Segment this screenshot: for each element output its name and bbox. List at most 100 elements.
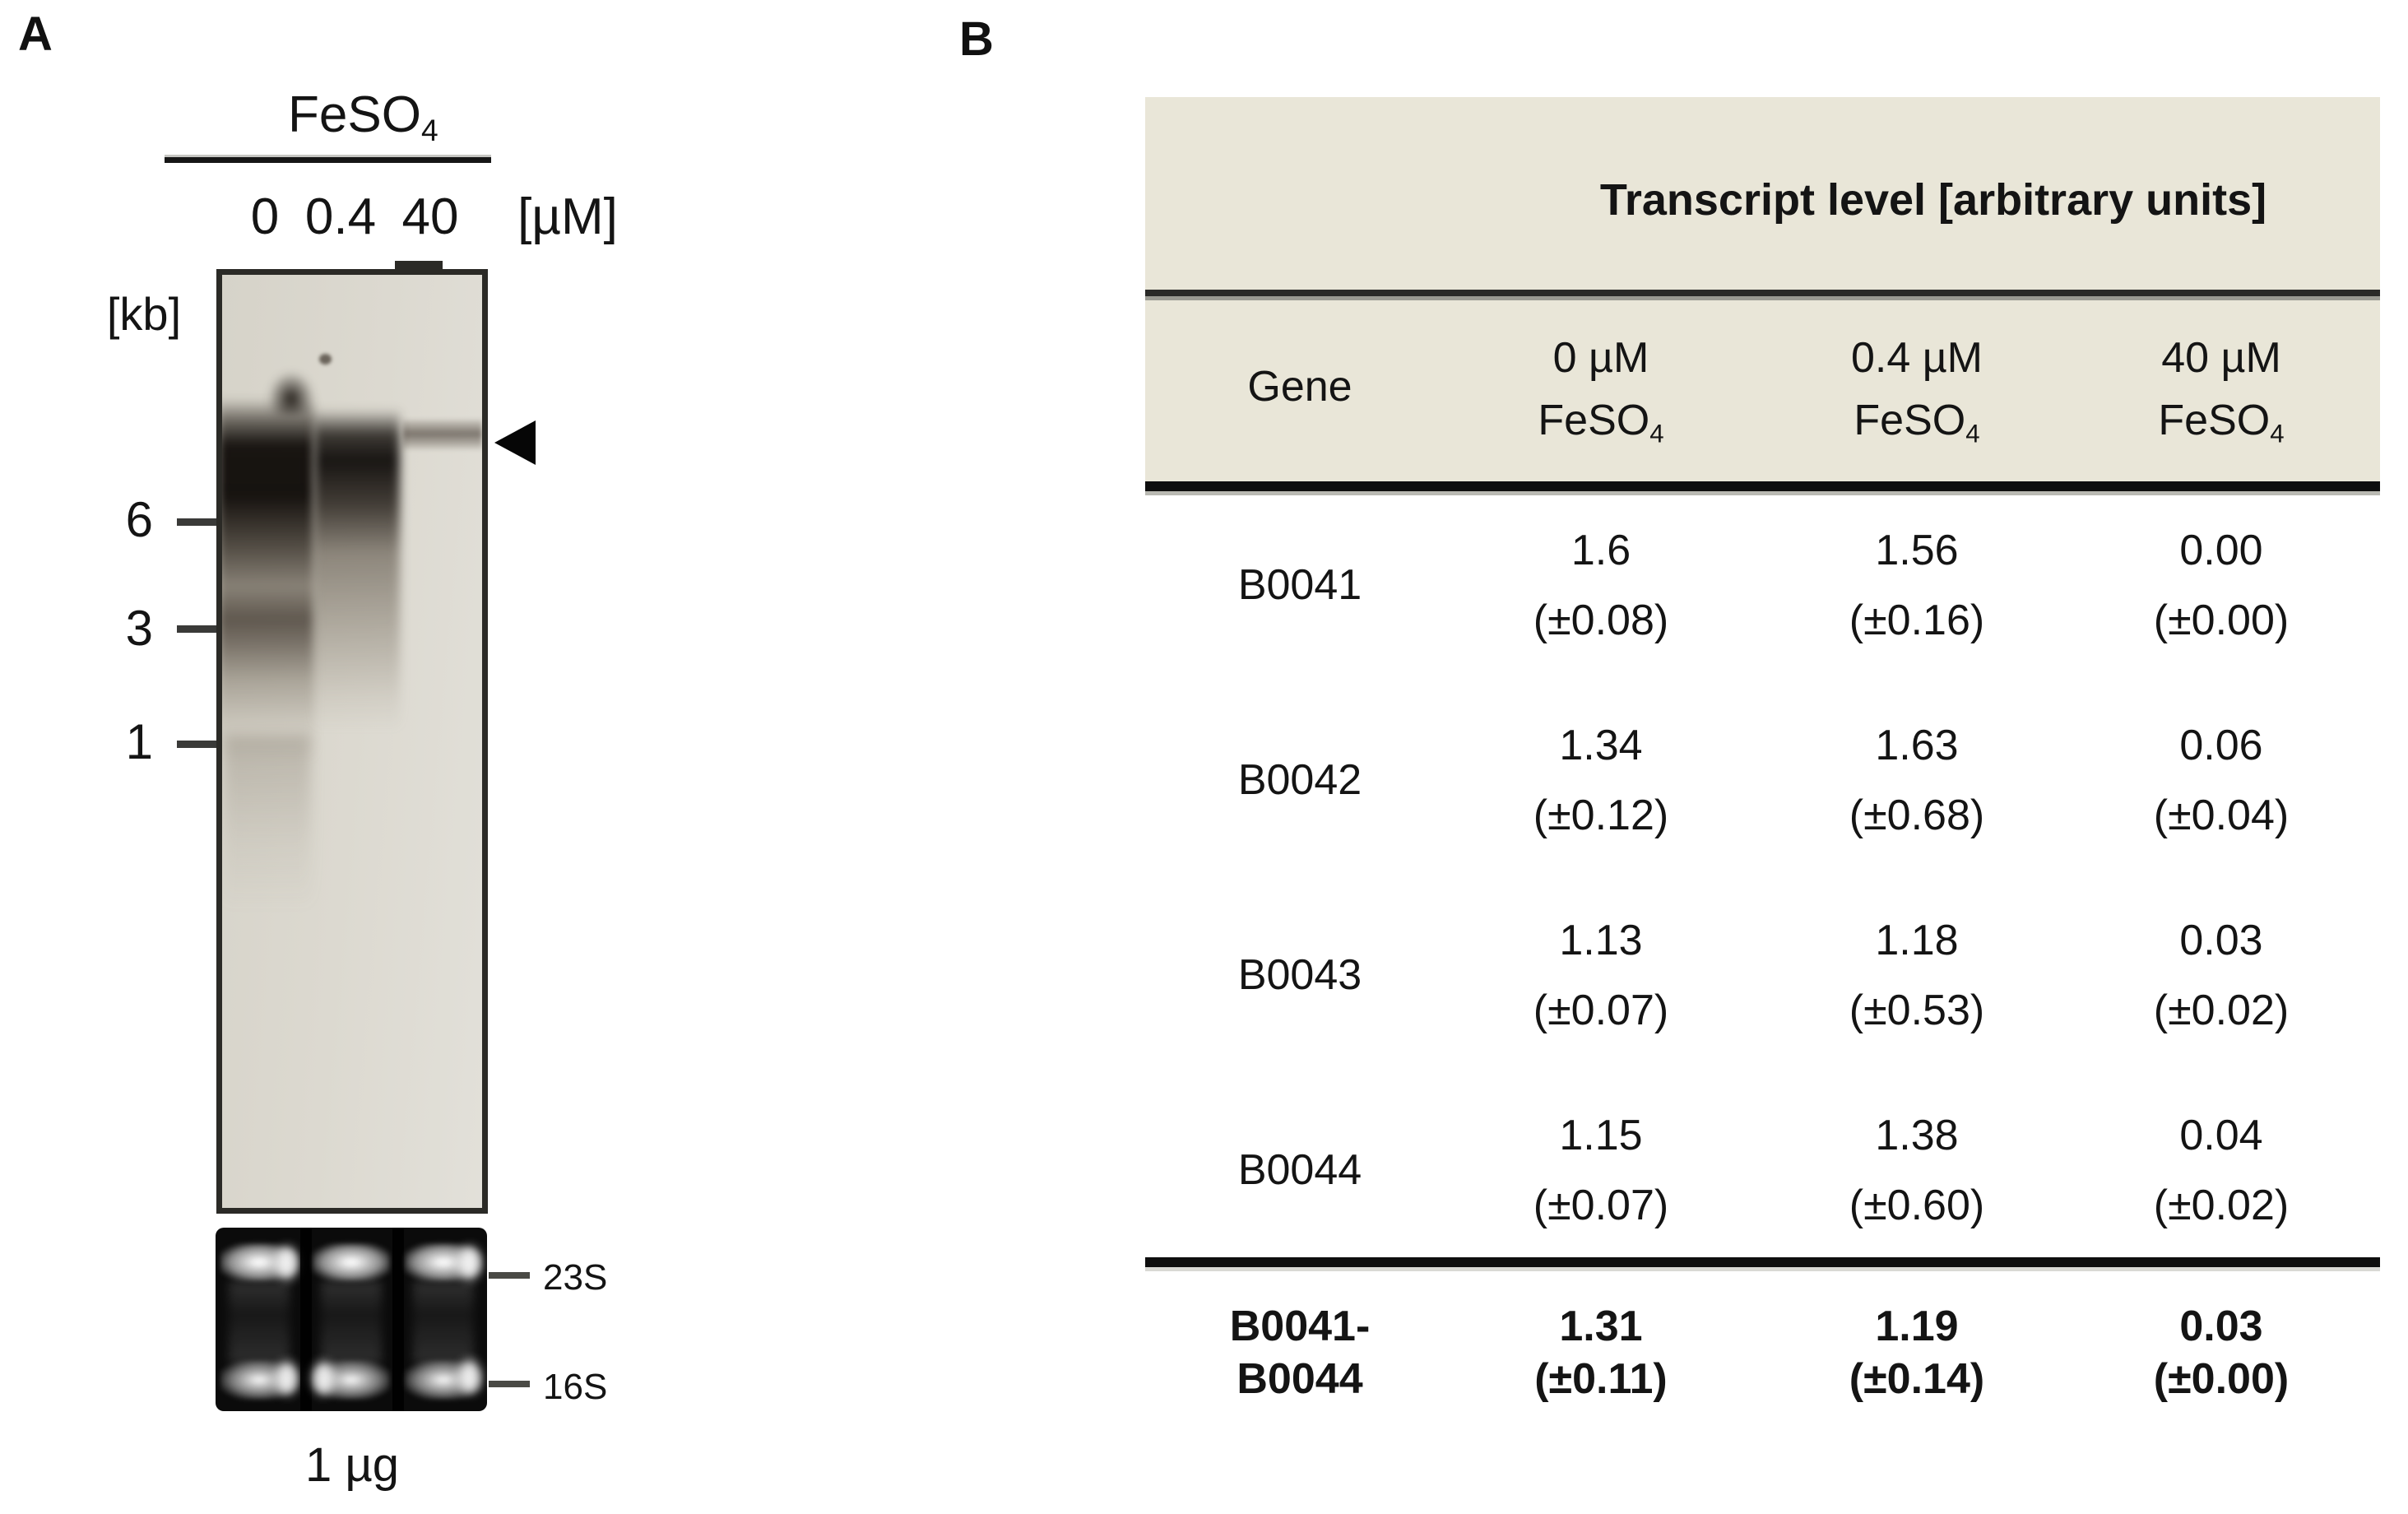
sd-cell: (±0.04) [2153, 792, 2290, 839]
sd-cell: (±0.12) [1533, 792, 1669, 839]
size-marker-6kb: 6 [125, 492, 153, 547]
gel-corner-glow [276, 1247, 298, 1279]
gel-23s-band [313, 1243, 390, 1281]
gene-cell-b0041: B0041 [1237, 561, 1362, 609]
column-header-40um: 40 µM FeSO4 [2073, 327, 2369, 465]
sd-cell: (±0.02) [2153, 1182, 2290, 1229]
summary-value: 1.31 [1559, 1303, 1643, 1350]
size-marker-1kb: 1 [125, 714, 153, 769]
feso4-bracket-line [165, 155, 491, 163]
value-cell: 1.13 [1559, 917, 1643, 964]
table-rule-header [1145, 481, 2380, 495]
size-axis-unit-label: [kb] [106, 288, 182, 340]
rrna-tick-16s [489, 1381, 530, 1387]
feso4-text: FeSO [288, 86, 421, 143]
gene-cell-b0042: B0042 [1237, 756, 1362, 804]
value-cell: 0.00 [2179, 527, 2263, 574]
gel-lane-3 [403, 1230, 484, 1409]
summary-sd: (±0.00) [2153, 1355, 2290, 1403]
panel-a-label: A [18, 7, 53, 61]
value-cell: 1.18 [1875, 917, 1959, 964]
feso4-subscript: 4 [420, 113, 438, 148]
summary-value: 0.03 [2179, 1303, 2263, 1350]
column-header-0um: 0 µM FeSO4 [1453, 327, 1749, 465]
summary-gene-line2: B0044 [1236, 1355, 1363, 1403]
summary-sd: (±0.14) [1849, 1355, 1985, 1403]
summary-sd: (±0.11) [1534, 1355, 1668, 1403]
column-header-compound: FeSO4 [2158, 397, 2285, 448]
gel-lane-1 [219, 1230, 299, 1409]
size-tick-6kb [177, 518, 220, 526]
rrna-band-label-16s: 16S [543, 1367, 608, 1407]
loading-amount-label: 1 µg [304, 1438, 400, 1492]
summary-value-cell: 0.03 (±0.00) [2073, 1300, 2369, 1405]
sd-cell: (±0.68) [1849, 792, 1985, 839]
size-marker-3kb: 3 [125, 601, 153, 656]
rrna-band-label-23s: 23S [543, 1257, 608, 1298]
value-cell: 0.06 [2179, 722, 2263, 769]
column-header-0.4um: 0.4 µM FeSO4 [1769, 327, 2065, 465]
sd-cell: (±0.07) [1533, 1182, 1669, 1229]
sd-cell: (±0.16) [1849, 597, 1985, 644]
panel-b-label: B [959, 12, 994, 66]
column-header-gene: Gene [1247, 363, 1352, 411]
rrna-tick-23s [489, 1272, 530, 1279]
transcript-arrowhead-icon [494, 420, 536, 465]
value-cell: 0.04 [2179, 1112, 2263, 1159]
value-cell: 1.38 [1875, 1112, 1959, 1159]
gel-corner-glow [313, 1362, 334, 1395]
summary-gene-line1: B0041- [1229, 1303, 1371, 1350]
column-header-compound: FeSO4 [1854, 397, 1980, 448]
column-header-conc: 40 µM [2161, 334, 2281, 382]
sd-cell: (±0.07) [1533, 987, 1669, 1034]
gel-lane-glow [413, 1281, 474, 1363]
value-cell: 1.34 [1559, 722, 1643, 769]
blot-smear-lane2 [314, 409, 400, 730]
value-cell: 1.63 [1875, 722, 1959, 769]
sd-cell: (±0.53) [1849, 987, 1985, 1034]
gene-cell-b0043: B0043 [1237, 951, 1362, 999]
summary-value: 1.19 [1875, 1303, 1959, 1350]
column-header-compound: FeSO4 [1538, 397, 1664, 448]
table-title: Transcript level [arbitrary units] [1599, 175, 2267, 225]
sd-cell: (±0.00) [2153, 597, 2290, 644]
value-cell: 0.03 [2179, 917, 2263, 964]
gel-lane-separator [392, 1228, 404, 1411]
sd-cell: (±0.60) [1849, 1182, 1985, 1229]
northern-blot-image [216, 269, 488, 1214]
sd-cell: (±0.08) [1533, 597, 1669, 644]
column-header-conc: 0 µM [1552, 334, 1649, 382]
table-rule-summary [1145, 1257, 2380, 1271]
summary-value-cell: 1.31 (±0.11) [1453, 1300, 1749, 1405]
gene-cell-b0044: B0044 [1237, 1146, 1362, 1194]
blot-smear-lane1 [222, 398, 314, 760]
gel-lane-separator [300, 1228, 312, 1411]
lane-label-40um: 40 [401, 188, 459, 245]
gel-corner-glow [459, 1247, 480, 1279]
gel-corner-glow [459, 1360, 480, 1393]
gel-lane-2 [311, 1230, 392, 1409]
sd-cell: (±0.02) [2153, 987, 2290, 1034]
rrna-gel-image [216, 1228, 487, 1411]
value-cell: 1.15 [1559, 1112, 1643, 1159]
gene-cell-summary: B0041- B0044 [1168, 1300, 1431, 1405]
blot-speck [319, 354, 332, 365]
value-cell: 1.56 [1875, 527, 1959, 574]
concentration-unit-label: [µM] [517, 188, 618, 245]
table-rule-top [1145, 290, 2380, 300]
size-tick-3kb [177, 625, 220, 633]
gel-lane-glow [321, 1281, 382, 1363]
lane-label-0um: 0 [250, 188, 280, 245]
blot-smear-lane1-tail [224, 736, 311, 908]
size-tick-1kb [177, 741, 220, 748]
column-header-conc: 0.4 µM [1850, 334, 1983, 382]
blot-frame-notch [395, 261, 443, 271]
lane-label-0.4um: 0.4 [304, 188, 377, 245]
summary-value-cell: 1.19 (±0.14) [1769, 1300, 2065, 1405]
gel-lane-glow [229, 1281, 290, 1363]
gel-corner-glow [276, 1362, 298, 1395]
value-cell: 1.6 [1571, 527, 1631, 574]
blot-smear-lane1-peak [268, 372, 314, 415]
blot-band-lane3 [403, 420, 482, 449]
